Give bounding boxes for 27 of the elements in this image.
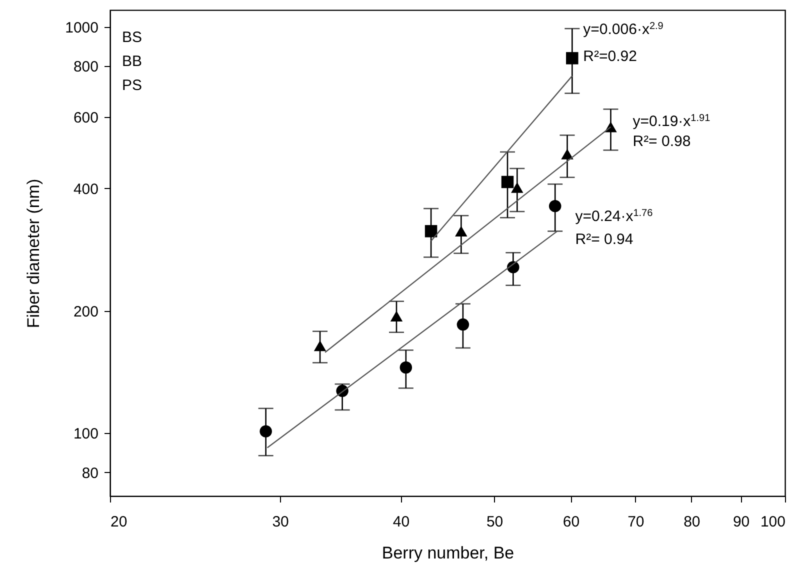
annotation: R²= 0.98 (632, 132, 691, 150)
x-tick-label: 90 (732, 514, 750, 530)
annotation: PS (122, 77, 142, 94)
y-axis-title: Fiber diameter (nm) (24, 178, 44, 328)
annotation: BS (122, 29, 142, 46)
y-tick-label: 100 (73, 426, 98, 443)
annotation: R²= 0.94 (575, 231, 634, 248)
annotation: y=0.006·x$^{2.9}$ (583, 20, 664, 38)
x-tick-label: 50 (486, 514, 504, 530)
x-tick-label: 70 (628, 514, 644, 530)
x-tick-label: 80 (684, 514, 700, 530)
x-tick-label: 60 (562, 514, 580, 530)
x-axis-title: Berry number, Be (382, 544, 514, 562)
x-tick-label: 20 (110, 514, 128, 530)
y-tick-label: 200 (73, 303, 98, 320)
y-tick-label: 600 (73, 109, 98, 126)
annotation: y=0.19·x$^{1.91}$ (632, 112, 711, 130)
y-tick-label: 800 (73, 58, 98, 76)
x-tick-label: 30 (272, 514, 289, 530)
y-tick-label: 400 (73, 180, 98, 198)
y-tick-label: 80 (82, 464, 98, 482)
x-tick-label: 100 (760, 514, 786, 530)
x-tick-label: 40 (392, 514, 410, 530)
annotation: y=0.24·x$^{1.76}$ (575, 208, 654, 226)
y-tick-label: 1000 (65, 19, 98, 36)
annotation: BB (122, 53, 142, 70)
annotation: R²=0.92 (583, 48, 637, 65)
